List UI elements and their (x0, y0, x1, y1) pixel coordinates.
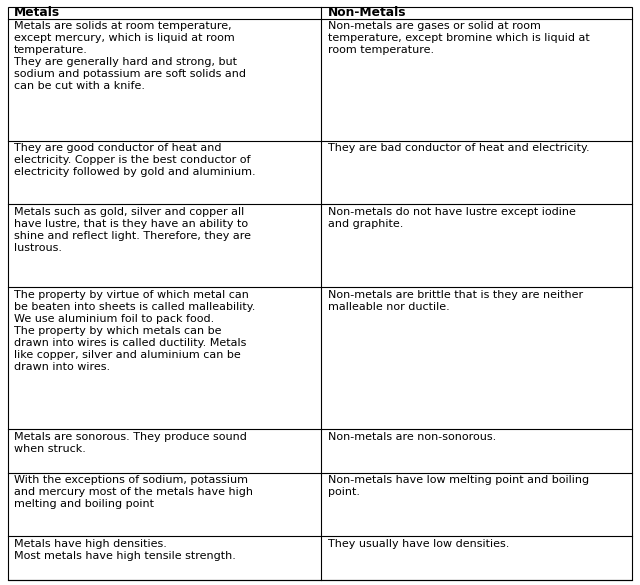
Text: Non-metals are non-sonorous.: Non-metals are non-sonorous. (328, 432, 496, 442)
Text: Non-metals are brittle that is they are neither
malleable nor ductile.: Non-metals are brittle that is they are … (328, 290, 583, 312)
Text: Non-metals are gases or solid at room
temperature, except bromine which is liqui: Non-metals are gases or solid at room te… (328, 21, 589, 55)
Text: The property by virtue of which metal can
be beaten into sheets is called mallea: The property by virtue of which metal ca… (14, 290, 255, 371)
Text: They are good conductor of heat and
electricity. Copper is the best conductor of: They are good conductor of heat and elec… (14, 143, 256, 177)
Text: Metals such as gold, silver and copper all
have lustre, that is they have an abi: Metals such as gold, silver and copper a… (14, 207, 251, 253)
Text: With the exceptions of sodium, potassium
and mercury most of the metals have hig: With the exceptions of sodium, potassium… (14, 476, 253, 510)
Text: They are bad conductor of heat and electricity.: They are bad conductor of heat and elect… (328, 143, 589, 153)
Text: Metals are sonorous. They produce sound
when struck.: Metals are sonorous. They produce sound … (14, 432, 247, 453)
Text: Non-metals have low melting point and boiling
point.: Non-metals have low melting point and bo… (328, 476, 589, 497)
Text: Metals: Metals (14, 6, 60, 19)
Text: They usually have low densities.: They usually have low densities. (328, 539, 509, 549)
Text: Metals are solids at room temperature,
except mercury, which is liquid at room
t: Metals are solids at room temperature, e… (14, 21, 246, 91)
Text: Non-metals do not have lustre except iodine
and graphite.: Non-metals do not have lustre except iod… (328, 207, 575, 229)
Text: Non-Metals: Non-Metals (328, 6, 406, 19)
Text: Metals have high densities.
Most metals have high tensile strength.: Metals have high densities. Most metals … (14, 539, 236, 561)
